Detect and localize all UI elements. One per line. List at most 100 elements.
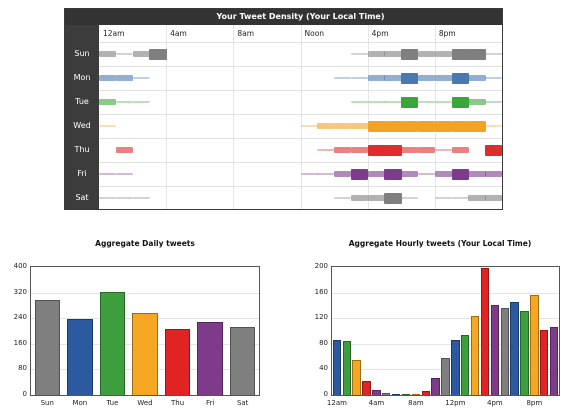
density-cell (418, 51, 436, 57)
bar (441, 357, 450, 395)
density-cell (367, 101, 385, 103)
y-tick-label: 240 (13, 313, 27, 322)
hour-label: 8am (237, 29, 255, 38)
day-row-divider (99, 162, 502, 163)
density-cell (367, 144, 385, 156)
hour-grid-line (300, 25, 302, 209)
x-tick-label: Tue (106, 399, 119, 407)
density-cell (384, 51, 402, 57)
density-cell (300, 173, 318, 175)
y-tick-label: 80 (319, 338, 328, 347)
x-tick-label: Mon (72, 399, 88, 407)
density-cell (451, 48, 469, 60)
day-row-divider (99, 114, 502, 115)
y-tick-label: 0 (22, 390, 27, 398)
density-cell (115, 53, 133, 55)
density-cell (384, 101, 402, 103)
density-cell (451, 197, 469, 199)
density-cell (401, 197, 419, 199)
day-row-divider (99, 138, 502, 139)
density-cell (334, 147, 352, 153)
bar (230, 327, 256, 395)
density-cell (334, 77, 352, 79)
day-label: Wed (73, 121, 91, 130)
x-tick-label: Fri (205, 399, 215, 407)
density-cell (485, 77, 502, 79)
density-cell (418, 120, 436, 132)
gridline (31, 292, 259, 294)
density-cell (99, 99, 117, 105)
hour-label: Noon (304, 29, 325, 38)
hour-label: 12am (103, 29, 125, 38)
density-cell (468, 48, 486, 60)
density-cell (451, 147, 469, 153)
gridline (332, 318, 559, 320)
x-tick-label: Wed (137, 399, 153, 407)
density-cell (317, 149, 335, 151)
hour-label: 8pm (438, 29, 456, 38)
density-cell (149, 48, 167, 60)
density-cell (451, 72, 469, 84)
hour-grid-line (434, 25, 436, 209)
density-cell (99, 173, 117, 175)
hourly-chart-title: Aggregate Hourly tweets (Your Local Time… (348, 239, 532, 248)
y-tick-label: 120 (314, 313, 328, 322)
density-cell (418, 173, 436, 175)
x-tick-label: 4pm (486, 399, 503, 407)
hour-grid-line (166, 25, 168, 209)
density-cell (485, 53, 502, 55)
hour-grid-line (233, 25, 235, 209)
density-cell (418, 147, 436, 153)
density-cell (434, 149, 453, 151)
gridline (332, 292, 559, 294)
density-cell (468, 120, 486, 132)
density-cell (451, 96, 469, 108)
bar (67, 319, 93, 395)
density-cell (401, 96, 419, 108)
hour-grid-line (367, 25, 369, 209)
bar (530, 294, 539, 395)
density-cell (132, 101, 150, 103)
bar (421, 391, 430, 395)
bar (539, 330, 549, 395)
density-cell (451, 120, 469, 132)
density-cell (334, 197, 352, 199)
x-tick-label: Sat (236, 399, 249, 407)
density-cell (115, 101, 133, 103)
density-cell (334, 171, 352, 177)
density-cell (350, 77, 369, 79)
bar (451, 339, 460, 395)
density-cell (384, 75, 402, 81)
x-tick-label: 12pm (445, 399, 466, 407)
bar (391, 394, 401, 396)
tweet-density-chart: Your Tweet Density (Your Local Time) 12a… (64, 8, 503, 210)
x-tick-label: Sun (40, 399, 54, 407)
bar (510, 301, 519, 395)
bar (197, 322, 223, 395)
bar (500, 307, 509, 395)
bar (490, 304, 500, 395)
bar (132, 313, 158, 395)
bar (342, 341, 351, 395)
y-tick-label: 400 (13, 262, 27, 270)
density-cell (99, 125, 117, 127)
density-cell (401, 72, 419, 84)
x-tick-label: 8pm (526, 399, 543, 407)
day-label: Thu (74, 145, 90, 154)
density-cell (367, 120, 385, 132)
y-tick-label: 200 (314, 262, 328, 270)
bar (461, 334, 470, 395)
density-cell (451, 168, 469, 180)
density-cell (485, 125, 502, 127)
bar (164, 329, 191, 395)
density-cell (485, 144, 502, 156)
density-cell (384, 144, 402, 156)
density-cell (350, 101, 369, 103)
density-cell (99, 51, 117, 57)
day-label: Mon (73, 73, 91, 82)
gridline (332, 343, 559, 345)
density-cell (401, 171, 419, 177)
density-cell (317, 173, 335, 175)
y-tick-label: 0 (323, 390, 328, 398)
bar (411, 393, 421, 395)
